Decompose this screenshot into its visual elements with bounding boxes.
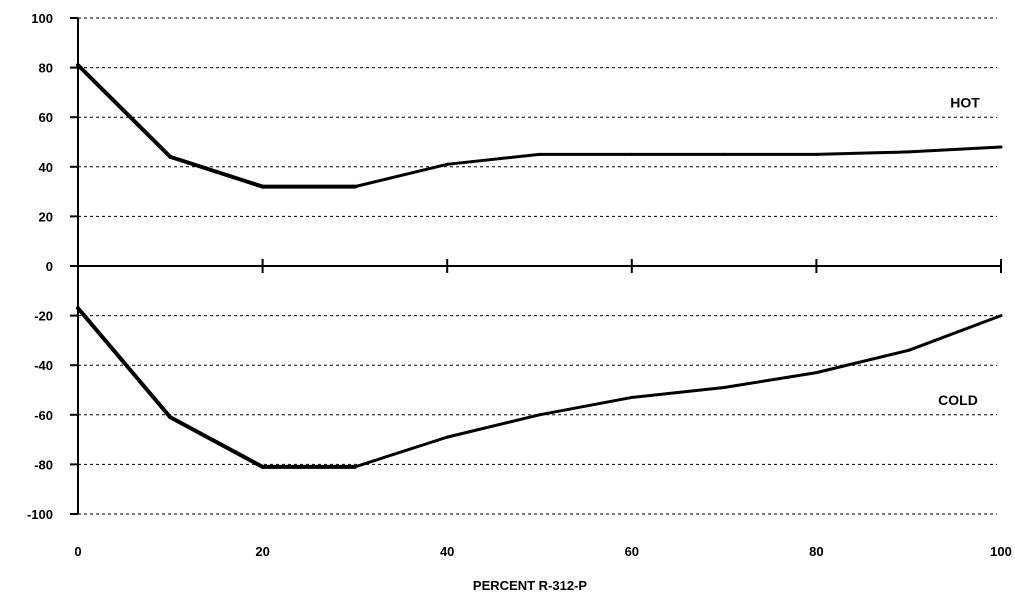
y-tick-label: 20 (39, 209, 53, 224)
series-segment-hot (168, 154, 265, 189)
x-tick-label: 60 (625, 544, 639, 559)
y-tick-label: 80 (39, 61, 53, 76)
x-tick-label: 100 (990, 544, 1012, 559)
x-axis-title: PERCENT R-312-P (473, 578, 587, 593)
y-tick-label: -20 (34, 309, 53, 324)
series-segment-cold (722, 371, 818, 390)
series-segment-cold (76, 306, 173, 420)
y-tick-label: 100 (31, 11, 53, 26)
series-segment-cold (630, 386, 726, 399)
series-label-hot: HOT (950, 94, 980, 110)
y-tick-label: -80 (34, 457, 53, 472)
y-tick-label: 40 (39, 160, 53, 175)
x-tick-label: 80 (809, 544, 823, 559)
y-tick-label: -60 (34, 408, 53, 423)
y-tick-label: 60 (39, 110, 53, 125)
series-segment-hot (76, 63, 173, 159)
series-label-cold: COLD (938, 392, 978, 408)
series-segment-cold (353, 435, 449, 469)
x-tick-label: 0 (74, 544, 81, 559)
series-segment-cold (538, 395, 634, 417)
y-tick-label: -100 (27, 507, 53, 522)
y-tick-label: 0 (46, 259, 53, 274)
series-segment-hot (814, 150, 911, 156)
series-segment-cold (168, 415, 265, 469)
y-tick-label: -40 (34, 358, 53, 373)
series-lines (76, 63, 1003, 469)
series-segment-cold (907, 314, 1003, 352)
x-tick-label: 40 (440, 544, 454, 559)
ticks: 100 80 60 40 20 0 -20 -40 -60 -80 -100 0 20 40 60 80 100 (27, 11, 1012, 559)
series-segment-hot (445, 152, 541, 166)
axes (77, 18, 1001, 514)
series-segment-cold (445, 413, 541, 439)
series-segment-cold (814, 348, 911, 375)
series-segment-hot (907, 145, 1003, 154)
series-segment-hot (353, 162, 449, 189)
labels: HOT COLD PERCENT R-312-P (473, 94, 980, 593)
x-tick-label: 20 (255, 544, 269, 559)
